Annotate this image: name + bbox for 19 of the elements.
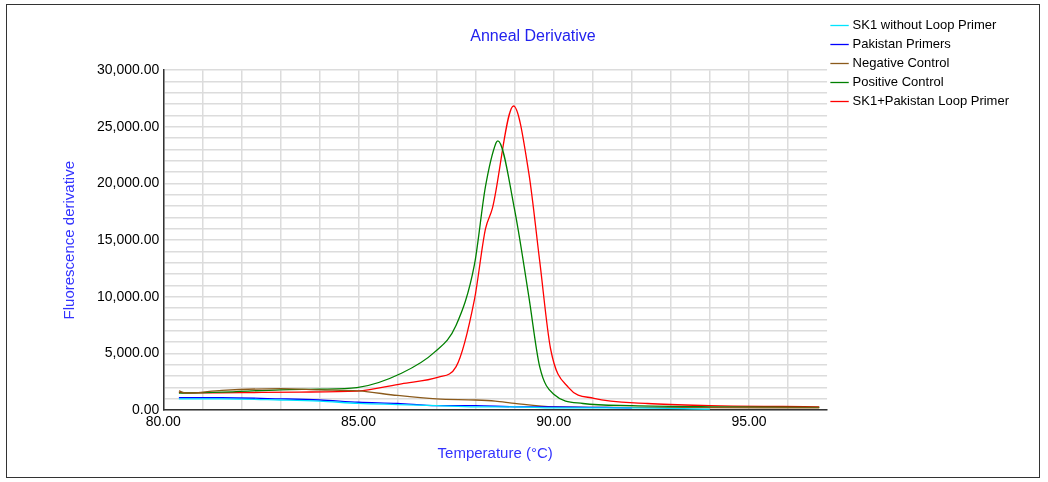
x-tick-label: 85.00 bbox=[340, 413, 377, 430]
legend-label: Negative Control bbox=[852, 55, 950, 71]
y-tick-label: 25,000.00 bbox=[96, 117, 160, 134]
x-tick-label: 90.00 bbox=[536, 413, 572, 430]
y-axis-title: Fluorescence derivative bbox=[60, 160, 78, 320]
y-tick-label: 10,000.00 bbox=[96, 287, 160, 304]
y-tick-label: 5,000.00 bbox=[104, 344, 160, 361]
y-tick-label: 20,000.00 bbox=[96, 174, 160, 191]
x-axis-title: Temperature (°C) bbox=[437, 444, 553, 462]
legend-label: Pakistan Primers bbox=[852, 36, 952, 52]
y-tick-label: 15,000.00 bbox=[96, 231, 160, 248]
legend-label: SK1 without Loop Primer bbox=[852, 17, 998, 33]
y-tick-label: 30,000.00 bbox=[96, 61, 160, 78]
legend-label: SK1+Pakistan Loop Primer bbox=[852, 93, 1010, 109]
chart-title: Anneal Derivative bbox=[470, 27, 596, 45]
line-series bbox=[178, 398, 711, 410]
x-tick-label: 95.00 bbox=[731, 413, 767, 430]
legend-label: Positive Control bbox=[852, 74, 944, 90]
x-tick-label: 80.00 bbox=[145, 413, 182, 430]
